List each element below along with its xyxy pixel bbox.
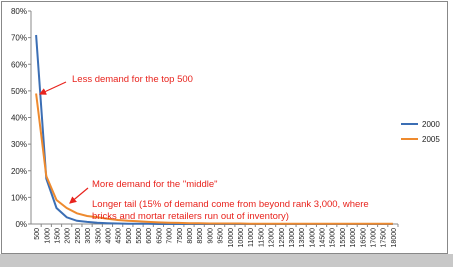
x-tick-label: 10500 bbox=[238, 228, 245, 248]
x-tick-label: 12000 bbox=[269, 228, 276, 248]
y-tick-label: 30% bbox=[11, 140, 27, 149]
arrow bbox=[69, 187, 89, 204]
x-tick-label: 6000 bbox=[146, 228, 153, 244]
annotation: Less demand for the top 500 bbox=[72, 74, 193, 85]
x-tick-label: 9500 bbox=[218, 228, 225, 244]
x-tick-label: 500 bbox=[34, 228, 41, 240]
x-tick-label: 3000 bbox=[85, 228, 92, 244]
y-tick-label: 20% bbox=[11, 167, 27, 176]
x-tick-label: 17000 bbox=[371, 228, 378, 248]
x-tick-label: 11000 bbox=[248, 228, 255, 247]
x-tick-label: 16000 bbox=[350, 228, 357, 248]
x-tick-label: 18000 bbox=[391, 228, 398, 248]
background-strip bbox=[0, 254, 453, 267]
y-tick-label: 70% bbox=[11, 34, 27, 43]
x-tick-label: 11500 bbox=[258, 228, 265, 247]
legend-label: 2005 bbox=[422, 135, 440, 144]
x-tick-label: 13000 bbox=[289, 228, 296, 248]
x-tick-label: 17500 bbox=[381, 228, 388, 248]
x-tick-label: 6500 bbox=[156, 228, 163, 244]
x-tick-label: 16500 bbox=[360, 228, 367, 248]
x-tick-label: 4500 bbox=[116, 228, 123, 244]
x-tick-label: 5000 bbox=[126, 228, 133, 244]
x-tick-label: 15500 bbox=[340, 228, 347, 248]
x-tick-label: 9000 bbox=[207, 228, 214, 244]
y-tick-label: 40% bbox=[11, 114, 27, 123]
chart-frame bbox=[1, 1, 448, 254]
y-tick-label: 60% bbox=[11, 60, 27, 69]
annotation: bricks and mortar retailers run out of i… bbox=[92, 211, 289, 222]
x-tick-label: 7500 bbox=[177, 228, 184, 244]
y-tick-label: 50% bbox=[11, 87, 27, 96]
x-tick-label: 14500 bbox=[320, 228, 327, 248]
x-tick-label: 10000 bbox=[228, 228, 235, 248]
x-tick-label: 7000 bbox=[167, 228, 174, 244]
x-tick-label: 8000 bbox=[187, 228, 194, 244]
annotation: More demand for the "middle" bbox=[92, 179, 218, 190]
x-tick-label: 15000 bbox=[330, 228, 337, 248]
annotation: Longer tail (15% of demand come from bey… bbox=[92, 199, 369, 210]
x-tick-label: 4000 bbox=[105, 228, 112, 244]
series-line bbox=[35, 93, 393, 225]
legend-label: 2000 bbox=[422, 120, 440, 129]
arrow bbox=[38, 81, 67, 95]
x-tick-label: 5500 bbox=[136, 228, 143, 244]
y-tick-label: 0% bbox=[15, 220, 27, 229]
x-tick-label: 14000 bbox=[309, 228, 316, 248]
y-tick-label: 80% bbox=[11, 7, 27, 16]
x-tick-label: 1000 bbox=[44, 228, 51, 244]
x-tick-label: 3500 bbox=[95, 228, 102, 244]
y-tick-label: 10% bbox=[11, 193, 27, 202]
x-tick-label: 12500 bbox=[279, 228, 286, 248]
x-tick-label: 1500 bbox=[54, 228, 61, 244]
x-tick-label: 13500 bbox=[299, 228, 306, 248]
x-tick-label: 8500 bbox=[197, 228, 204, 244]
x-tick-label: 2000 bbox=[65, 228, 72, 244]
x-tick-label: 2500 bbox=[75, 228, 82, 244]
